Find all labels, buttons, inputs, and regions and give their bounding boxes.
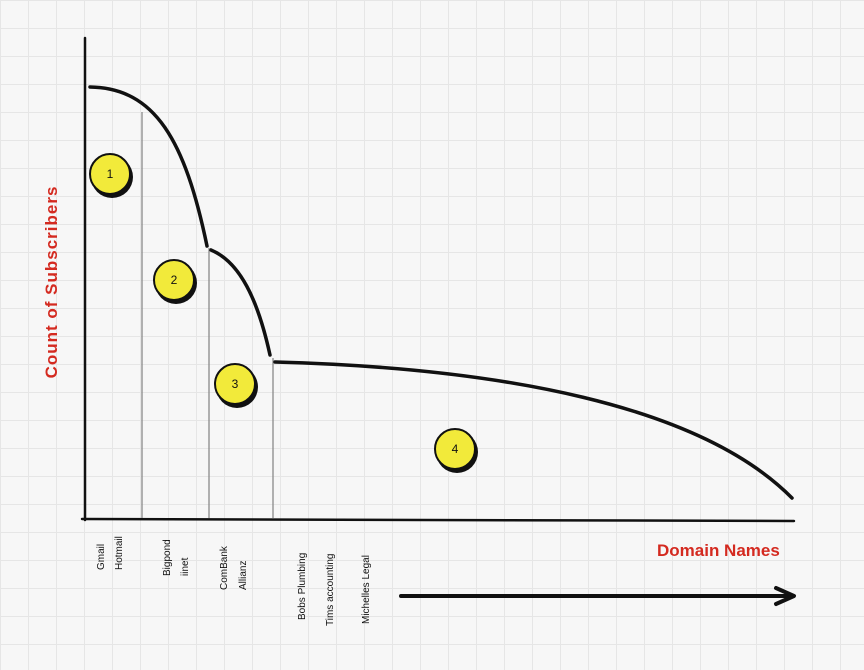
domain-label: Michelles Legal	[361, 555, 372, 624]
domain-label: Bobs Plumbing	[297, 552, 308, 620]
curve-segment-3	[209, 248, 272, 357]
curve-segment-1-2	[88, 85, 209, 248]
domain-label: ComBank	[219, 546, 230, 590]
domain-label: Hotmail	[114, 536, 125, 570]
domain-label: Allianz	[238, 560, 249, 590]
domain-label: Bigpond	[162, 539, 173, 576]
arrow-head-icon	[774, 586, 796, 606]
domain-label: Gmail	[96, 543, 107, 570]
curve-segment-4	[273, 360, 794, 500]
segment-2-badge: 2	[153, 259, 195, 301]
y-axis-label: Count of Subscribers	[42, 185, 61, 379]
segment-3-badge: 3	[214, 363, 256, 405]
domain-label: iinet	[180, 557, 191, 576]
segment-1-badge: 1	[89, 153, 131, 195]
domain-label: Tims accounting	[325, 553, 336, 626]
x-axis	[80, 517, 796, 523]
x-axis-label: Domain Names	[657, 541, 780, 560]
segment-4-badge: 4	[434, 428, 476, 470]
